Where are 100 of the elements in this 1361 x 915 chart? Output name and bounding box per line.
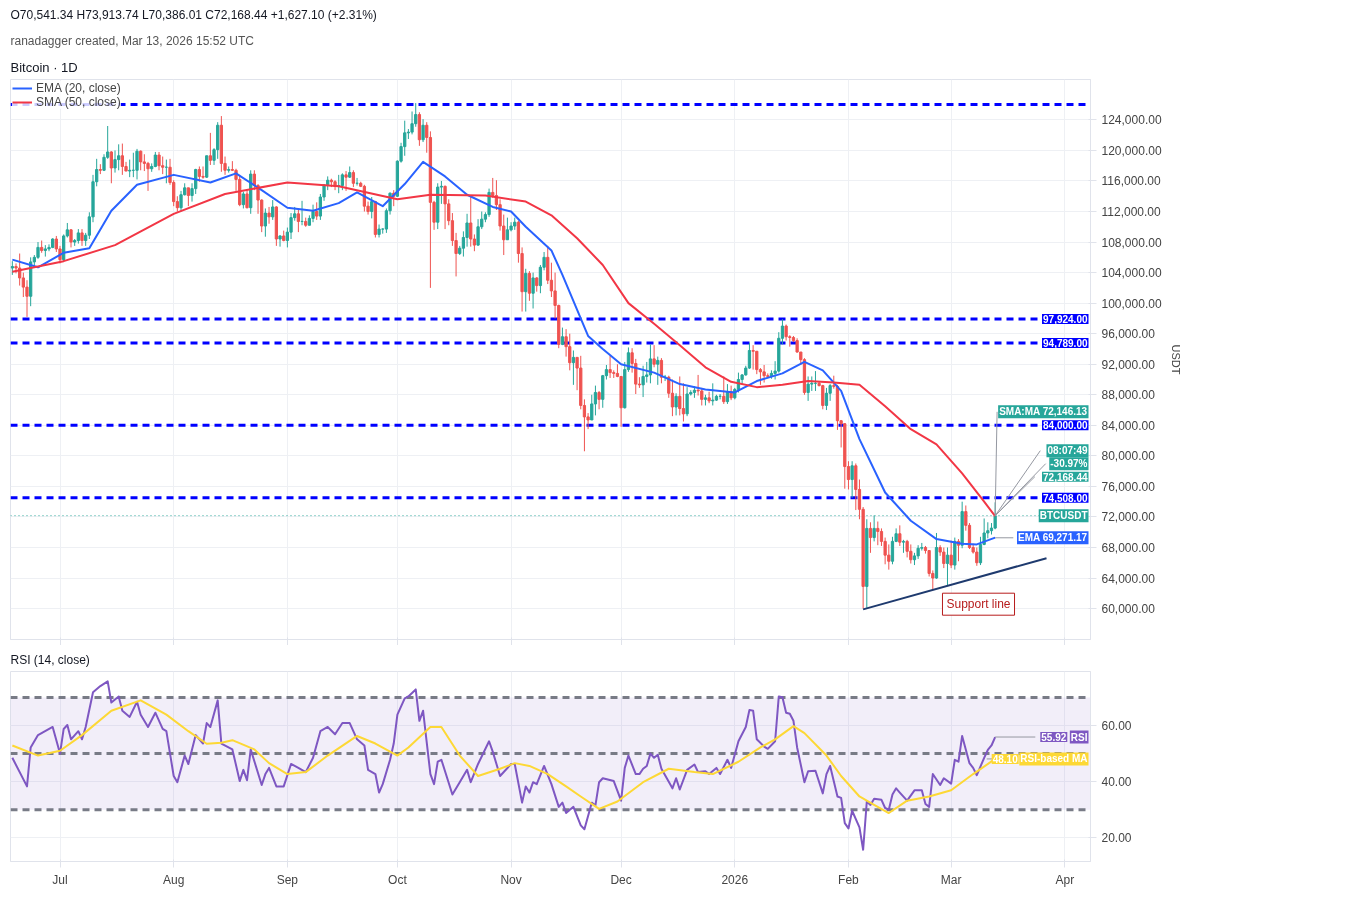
candlestick bbox=[953, 537, 957, 571]
candlestick bbox=[868, 521, 873, 554]
x-tick-label: Mar bbox=[940, 872, 962, 887]
x-tick-label: Apr bbox=[1055, 872, 1075, 887]
x-tick-label: Oct bbox=[388, 872, 408, 887]
candlestick bbox=[949, 540, 953, 569]
x-tick-label: Sep bbox=[276, 872, 299, 887]
annotation: 08:07:49 bbox=[1047, 445, 1088, 457]
ref-line-label: 84,000.00 bbox=[1043, 420, 1088, 432]
candlestick bbox=[850, 460, 854, 499]
candlestick bbox=[109, 150, 113, 184]
candlestick bbox=[344, 170, 348, 192]
candlestick bbox=[117, 143, 121, 171]
annotation: 48.10 bbox=[992, 753, 1019, 765]
chart-subtitle: O70,541.34 H73,913.74 L70,386.01 C72,168.44 +1,627.10 (+2.31%) bbox=[10, 7, 377, 22]
candlestick bbox=[597, 390, 601, 410]
candlestick bbox=[527, 270, 532, 302]
ref-line-label: BTCUSDT bbox=[1039, 510, 1088, 522]
annotation: -30.97% bbox=[1050, 458, 1088, 470]
candlestick bbox=[205, 155, 209, 179]
y-tick-label: 116,000.00 bbox=[1101, 174, 1161, 189]
candlestick bbox=[806, 375, 810, 402]
annotation: SMA:MA 72,146.13 bbox=[999, 406, 1088, 418]
candlestick bbox=[267, 206, 271, 225]
legend-label: RSI bbox=[1070, 731, 1088, 743]
candlestick bbox=[821, 384, 825, 410]
annotation: EMA 69,271.17 bbox=[1018, 532, 1088, 544]
legend-label: SMA (50, close) bbox=[36, 95, 121, 109]
y-tick-label: 104,000.00 bbox=[1101, 266, 1162, 281]
candlestick bbox=[120, 143, 124, 176]
candlestick bbox=[531, 272, 535, 309]
candlestick bbox=[186, 187, 190, 207]
y-tick-label: 84,000.00 bbox=[1101, 418, 1156, 433]
candlestick bbox=[201, 165, 205, 180]
candlestick bbox=[80, 228, 84, 247]
y-tick-label: 120,000.00 bbox=[1101, 143, 1162, 158]
candlestick bbox=[179, 190, 183, 213]
candlestick bbox=[568, 333, 572, 371]
candlestick bbox=[208, 132, 212, 166]
candlestick bbox=[278, 234, 282, 248]
candlestick bbox=[571, 349, 576, 386]
y-tick-label: 60,000.00 bbox=[1101, 602, 1156, 617]
x-tick-label: Nov bbox=[500, 872, 522, 887]
candlestick bbox=[729, 385, 733, 401]
candlestick bbox=[898, 524, 902, 547]
candlestick bbox=[296, 209, 301, 233]
x-tick-label: Jul bbox=[52, 872, 68, 887]
candlestick bbox=[685, 386, 689, 417]
candlestick bbox=[762, 364, 766, 384]
annotation: 72,168.44 bbox=[1043, 471, 1088, 483]
candlestick bbox=[370, 196, 374, 219]
chart-title: RSI (14, close) bbox=[10, 652, 90, 667]
y-tick-label: 72,000.00 bbox=[1101, 510, 1156, 525]
candlestick bbox=[670, 379, 675, 417]
y-tick-label: 64,000.00 bbox=[1101, 571, 1156, 586]
candlestick bbox=[656, 356, 660, 386]
y-tick-label: 108,000.00 bbox=[1101, 235, 1162, 250]
y-tick-label: 92,000.00 bbox=[1101, 357, 1156, 372]
x-tick-label: 2026 bbox=[721, 872, 749, 887]
chart-title: Bitcoin · 1D bbox=[10, 59, 78, 75]
candlestick bbox=[135, 148, 139, 180]
ref-line-label: 94,789.00 bbox=[1043, 337, 1088, 349]
candlestick bbox=[652, 344, 656, 368]
y-tick-label: 112,000.00 bbox=[1101, 205, 1161, 220]
legend-label: EMA (20, close) bbox=[36, 81, 121, 95]
y-tick-label: 60.00 bbox=[1101, 719, 1132, 734]
candlestick bbox=[271, 199, 275, 221]
candlestick bbox=[696, 374, 700, 397]
candlestick bbox=[751, 344, 755, 371]
candlestick bbox=[707, 391, 711, 404]
ref-line-label: 74,508.00 bbox=[1043, 492, 1088, 504]
ref-line-label: 97,924.00 bbox=[1043, 314, 1088, 325]
candlestick bbox=[469, 195, 473, 248]
candlestick bbox=[942, 546, 946, 569]
candlestick bbox=[945, 546, 950, 587]
y-tick-label: 68,000.00 bbox=[1101, 540, 1156, 555]
candlestick bbox=[608, 355, 612, 379]
y-tick-label: 100,000.00 bbox=[1101, 296, 1162, 311]
x-tick-label: Aug bbox=[163, 872, 185, 887]
candlestick bbox=[975, 546, 979, 567]
candlestick bbox=[978, 536, 983, 566]
y-tick-label: 88,000.00 bbox=[1101, 388, 1156, 403]
y-tick-label: 96,000.00 bbox=[1101, 327, 1156, 342]
annotation: 55.92 bbox=[1041, 732, 1067, 744]
text: ranadagger created, Mar 13, 2026 15:52 UTC bbox=[10, 33, 255, 48]
candlestick bbox=[681, 382, 686, 422]
candlestick bbox=[421, 118, 425, 143]
y-tick-label: 76,000.00 bbox=[1101, 479, 1156, 494]
y-tick-label: 124,000.00 bbox=[1101, 113, 1162, 128]
y-tick-label: 40.00 bbox=[1101, 775, 1132, 790]
candlestick bbox=[674, 392, 678, 416]
candlestick bbox=[824, 387, 829, 411]
legend-label: RSI-based MA bbox=[1020, 753, 1088, 765]
y-tick-label: 20.00 bbox=[1101, 831, 1132, 846]
candlestick bbox=[157, 151, 161, 171]
x-tick-label: Dec bbox=[610, 872, 632, 887]
candlestick bbox=[69, 228, 73, 248]
y-tick-label: 80,000.00 bbox=[1101, 449, 1156, 464]
annotation: Support line bbox=[946, 597, 1011, 612]
x-tick-label: Feb bbox=[838, 872, 860, 887]
